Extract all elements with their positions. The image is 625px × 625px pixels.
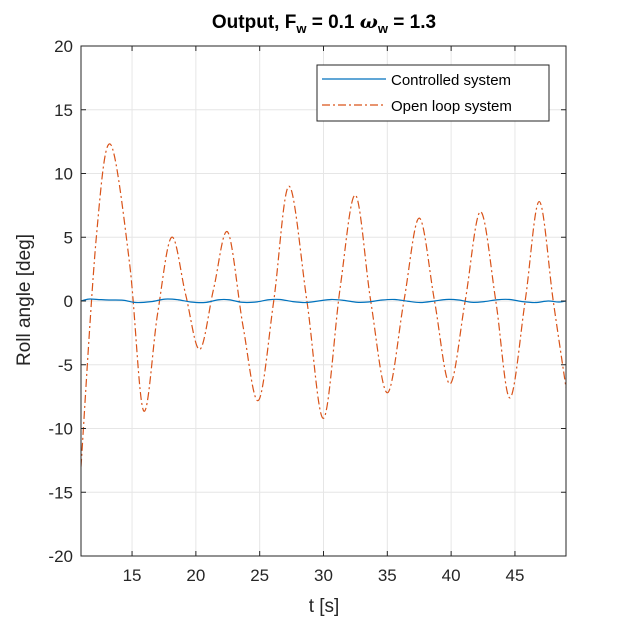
y-tick-label: -15 [48,483,73,502]
legend-label-controlled: Controlled system [391,72,511,89]
axis-ticks: 15 20 25 30 35 40 45 -20 -15 -10 -5 0 5 10 15 20 [48,37,567,585]
series-line-controlled [81,298,566,304]
y-tick-label: 5 [64,228,73,247]
legend-box [316,64,550,122]
y-tick-label: 0 [64,292,73,311]
x-tick-label: 25 [250,566,269,585]
y-tick-label: -20 [48,547,73,566]
y-tick-label: -10 [48,420,73,439]
y-tick-label: 20 [54,37,73,56]
y-tick-label: 15 [54,101,73,120]
x-tick-label: 35 [378,566,397,585]
x-tick-label: 20 [186,566,205,585]
axes-box [80,45,567,557]
legend-label-open-loop: Open loop system [391,98,512,115]
x-tick-label: 45 [505,566,524,585]
y-axis-label: Roll angle [deg] [14,234,35,366]
y-tick-label: 10 [54,165,73,184]
series-line-open-loop [81,143,566,467]
y-tick-label: -5 [58,356,73,375]
x-tick-label: 40 [442,566,461,585]
plot-area [81,143,566,467]
x-tick-label: 30 [314,566,333,585]
x-tick-label: 15 [123,566,142,585]
chart-title: Output, Fw = 0.1 ωw = 1.3 [212,11,436,36]
legend: Controlled system Open loop system [316,64,550,122]
x-axis-label: t [s] [309,596,340,617]
